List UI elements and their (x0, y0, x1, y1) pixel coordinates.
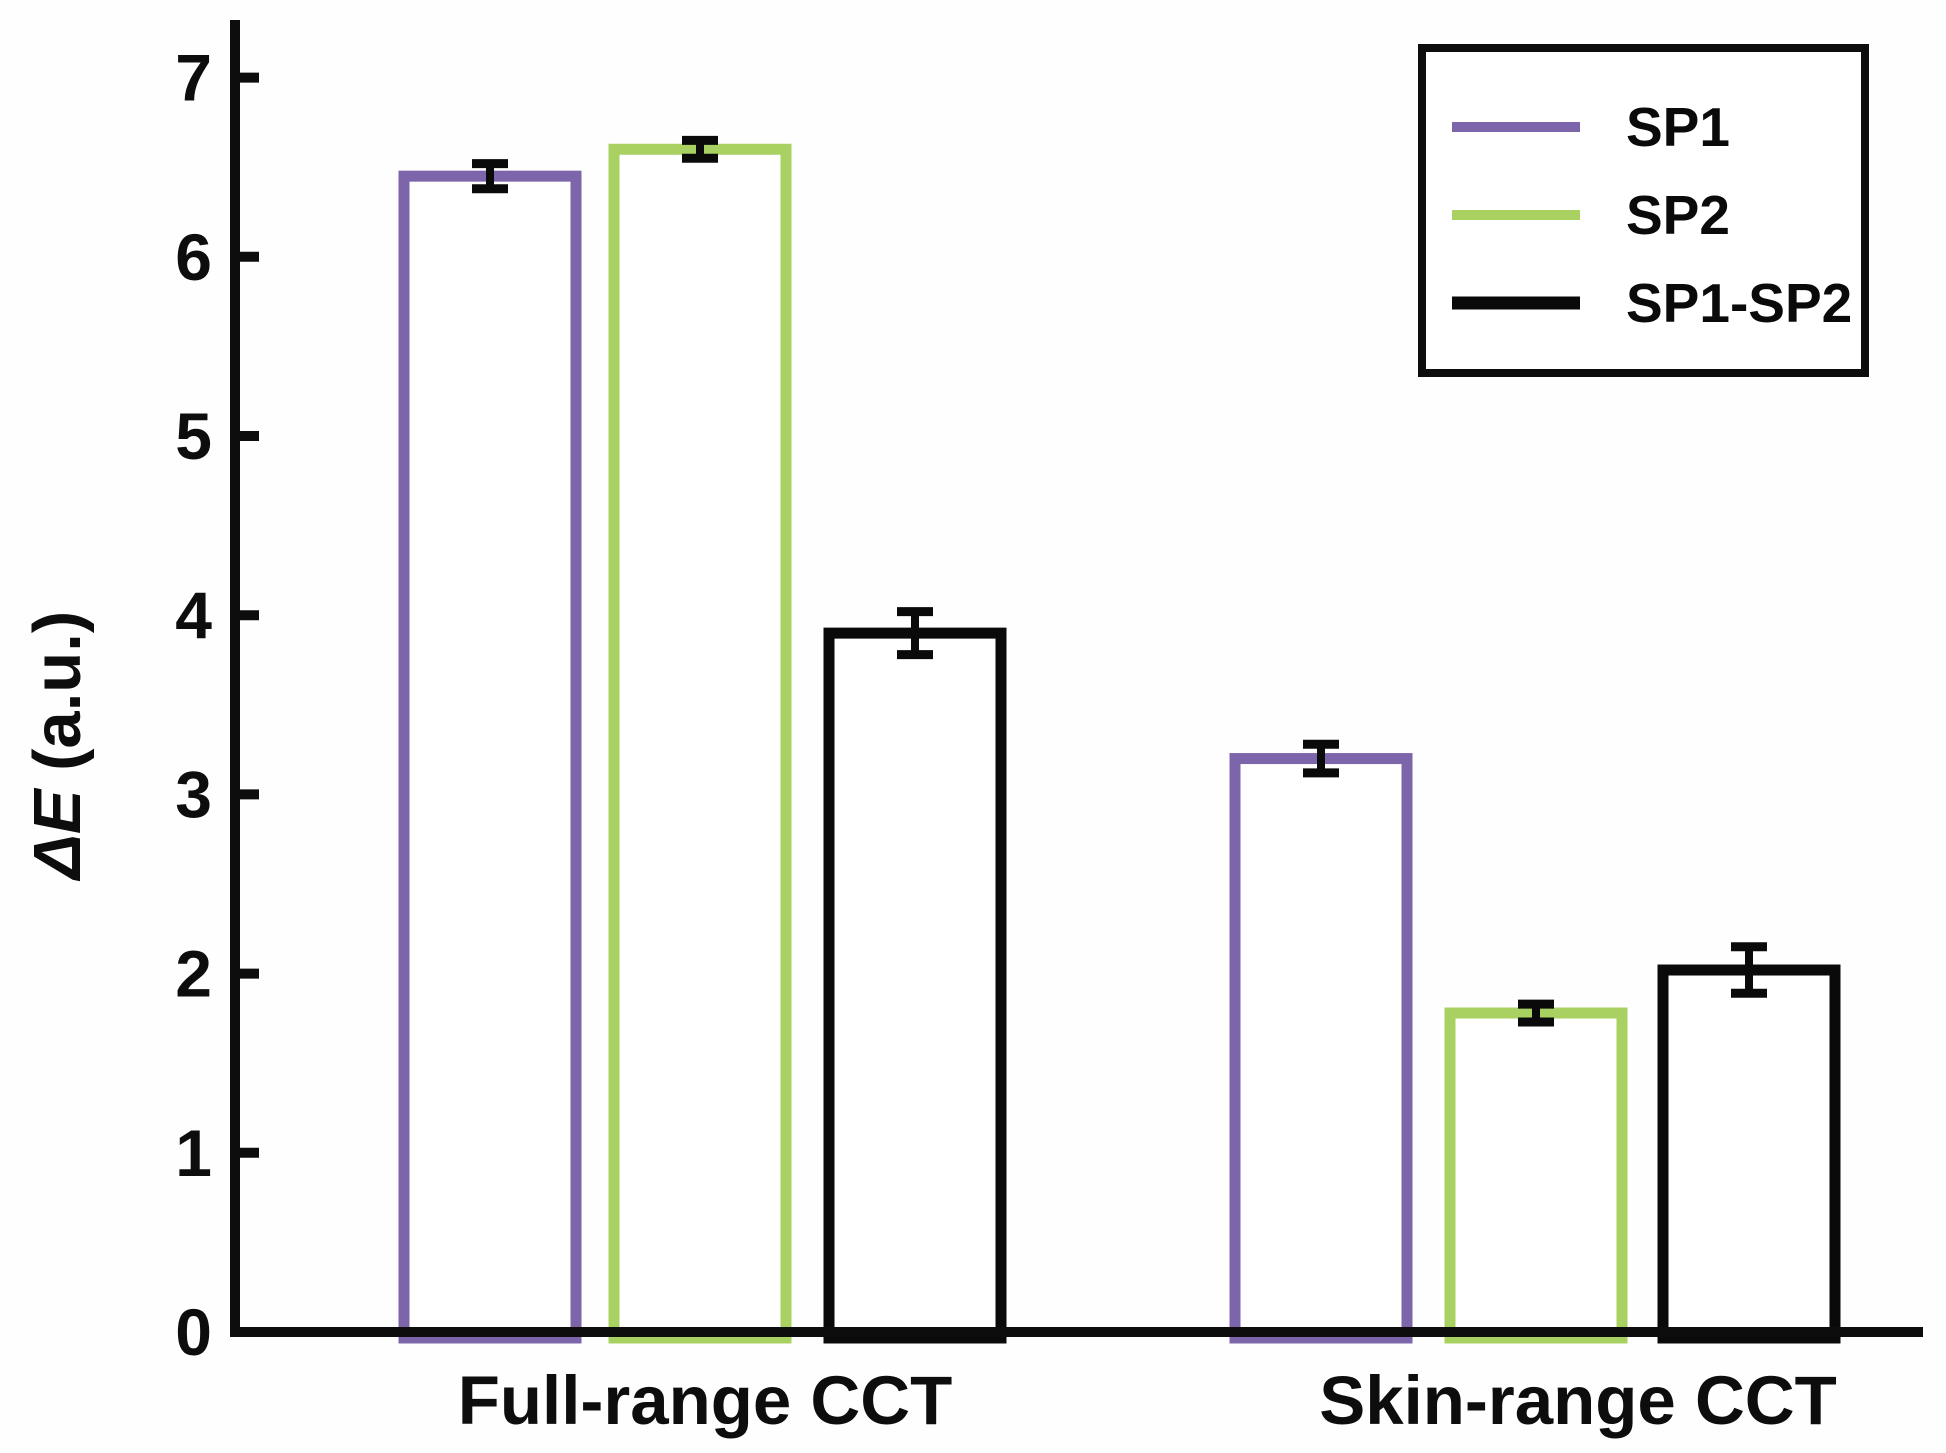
y-axis-title-symbol: ΔE (20, 787, 95, 882)
y-tick-label-6: 6 (175, 220, 212, 294)
x-axis-label-skin-range-cct: Skin-range CCT (1319, 1362, 1837, 1439)
y-tick-label-7: 7 (175, 41, 212, 115)
y-tick-label-3: 3 (175, 757, 212, 831)
bar-skin-range-cct-sp1-sp2 (1657, 964, 1841, 1344)
legend: SP1 SP2 SP1-SP2 (1418, 44, 1869, 377)
axes-layer (230, 20, 1923, 1337)
y-tick-label-1: 1 (175, 1116, 212, 1190)
legend-label-sp1: SP1 (1626, 96, 1730, 158)
bar-full-range-cct-sp1-sp2 (823, 627, 1007, 1344)
bar-full-range-cct-sp2 (608, 143, 792, 1344)
y-tick-label-2: 2 (175, 937, 212, 1011)
bar-skin-range-cct-sp1 (1229, 753, 1413, 1344)
y-axis-title: ΔE (a.u.) (20, 611, 95, 882)
category-labels-layer: Full-range CCT Skin-range CCT (458, 1362, 1837, 1439)
y-tick-label-0: 0 (175, 1295, 212, 1369)
x-axis-label-full-range-cct: Full-range CCT (458, 1362, 953, 1439)
y-tick-label-4: 4 (175, 578, 212, 652)
bar-skin-range-cct-sp2 (1444, 1007, 1628, 1344)
error-bars-layer (472, 135, 1767, 1027)
y-tick-label-5: 5 (175, 399, 212, 473)
legend-label-sp2: SP2 (1626, 184, 1730, 246)
y-axis-title-units: (a.u.) (20, 611, 95, 790)
tick-labels-layer: 0 1 2 3 4 5 6 7 (175, 41, 259, 1369)
bar-full-range-cct-sp1 (398, 170, 582, 1344)
legend-label-sp1-sp2: SP1-SP2 (1626, 272, 1852, 334)
